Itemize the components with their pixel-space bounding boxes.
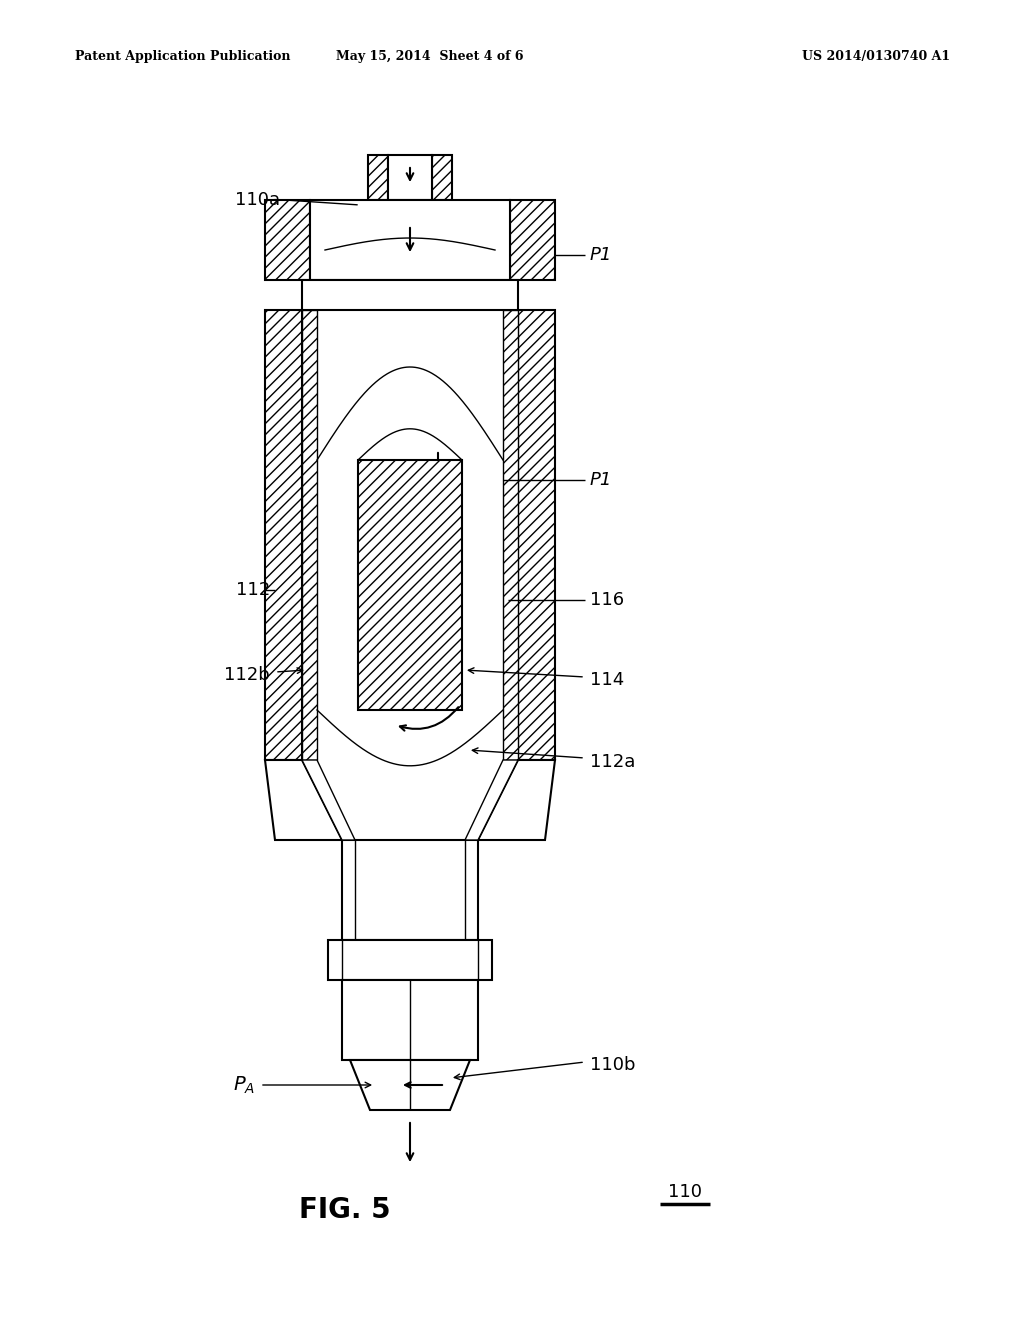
Text: Patent Application Publication: Patent Application Publication	[75, 50, 291, 63]
Text: $P_A$: $P_A$	[232, 1074, 255, 1096]
Bar	[518, 310, 555, 760]
Polygon shape	[465, 760, 518, 840]
Text: 112: 112	[236, 581, 270, 599]
Polygon shape	[302, 760, 355, 840]
Text: 112a: 112a	[590, 752, 635, 771]
Bar	[310, 201, 510, 280]
Text: 112b: 112b	[224, 667, 270, 684]
Text: 116: 116	[590, 591, 624, 609]
Text: May 15, 2014  Sheet 4 of 6: May 15, 2014 Sheet 4 of 6	[336, 50, 523, 63]
Bar	[302, 310, 317, 760]
Text: FIG. 5: FIG. 5	[299, 1196, 391, 1224]
Bar	[510, 201, 555, 280]
Bar	[432, 154, 452, 201]
Bar	[358, 459, 462, 710]
Text: P1: P1	[590, 471, 612, 488]
Polygon shape	[478, 760, 555, 840]
Bar	[328, 940, 492, 979]
Bar	[342, 840, 478, 940]
Bar	[503, 310, 518, 760]
Polygon shape	[265, 760, 342, 840]
Text: 110b: 110b	[590, 1056, 636, 1074]
Text: 110: 110	[668, 1183, 702, 1201]
Text: 110a: 110a	[234, 191, 280, 209]
Bar	[342, 979, 478, 1060]
Text: US 2014/0130740 A1: US 2014/0130740 A1	[802, 50, 950, 63]
Text: 114: 114	[590, 671, 625, 689]
Text: P1: P1	[590, 246, 612, 264]
Polygon shape	[350, 1060, 470, 1110]
Bar	[265, 310, 302, 760]
Bar	[265, 201, 310, 280]
Bar	[388, 154, 432, 201]
Bar	[302, 280, 518, 310]
Bar	[368, 154, 388, 201]
